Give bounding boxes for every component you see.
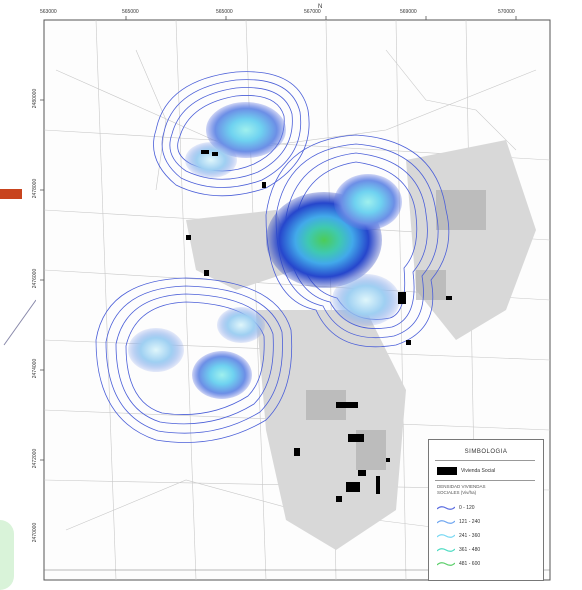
legend-divider	[435, 460, 535, 461]
top-tick-label-3: 565000	[216, 9, 233, 15]
left-tick-label-5: 2472000	[32, 448, 39, 469]
top-tick-label-1: 563000	[40, 9, 57, 15]
range-1-label: 0 - 120	[459, 505, 475, 511]
left-tick-label-1: 2480000	[32, 88, 39, 109]
range-4-label: 361 - 480	[459, 547, 481, 553]
legend-density-heading-1: DENSIDAD VIVIENDAS	[437, 484, 486, 489]
top-tick-label-4: 567000	[304, 9, 321, 15]
decorative-line	[3, 299, 37, 346]
top-tick-label-6: 570000	[498, 9, 515, 15]
range-4-swatch	[437, 548, 455, 552]
left-tick-label-3: 2476000	[32, 268, 39, 289]
legend-density-heading-2: SOCIALES (Viv/ha)	[437, 490, 477, 495]
range-5-label: 481 - 600	[459, 561, 481, 567]
accent-bar	[0, 189, 22, 199]
range-3-swatch	[437, 534, 455, 538]
density-map	[40, 16, 551, 581]
range-3-label: 241 - 360	[459, 533, 481, 539]
left-tick-label-2: 2478000	[32, 178, 39, 199]
range-2-swatch	[437, 520, 455, 524]
social-housing-label: Vivienda Social	[461, 468, 496, 474]
range-2-label: 121 - 240	[459, 519, 481, 525]
decorative-blob	[0, 520, 14, 590]
range-1-swatch	[437, 506, 455, 510]
north-arrow-label: N	[318, 4, 323, 10]
top-tick-label-5: 569000	[400, 9, 417, 15]
legend-title: SIMBOLOGIA	[464, 449, 508, 455]
range-5-swatch	[437, 562, 455, 566]
social-housing-swatch	[437, 467, 457, 475]
map-legend: SIMBOLOGIA Vivienda Social DENSIDAD VIVI…	[428, 439, 544, 581]
top-tick-label-2: 565000	[122, 9, 139, 15]
left-tick-label-4: 2474000	[32, 358, 39, 379]
left-tick-label-6: 2470000	[32, 522, 39, 543]
legend-divider	[435, 480, 535, 481]
